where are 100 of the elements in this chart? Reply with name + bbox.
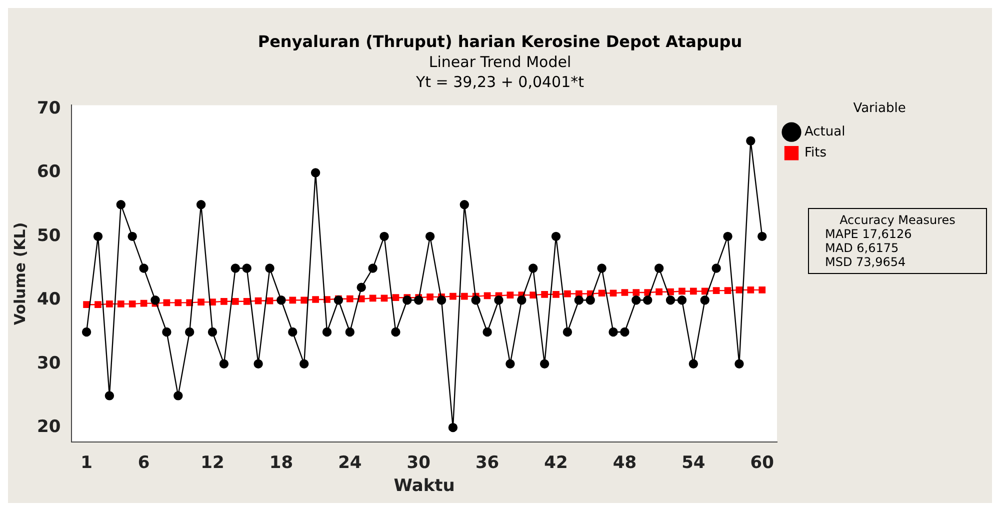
y-tick-label: 60 [36,162,61,182]
point [734,359,744,368]
point [94,301,102,308]
point [345,327,354,337]
point [174,299,182,306]
point [368,264,378,273]
point [184,327,194,337]
point [610,290,617,297]
point [654,264,664,273]
point [358,295,365,302]
x-tick-label: 42 [544,452,568,473]
x-tick-label: 6 [138,452,150,473]
point [484,292,491,300]
point [758,232,767,242]
point [391,327,400,337]
x-tick-label: 60 [750,452,774,473]
point [677,296,687,305]
point [460,200,470,210]
point [106,300,113,308]
point [608,327,618,337]
point [506,359,515,368]
y-tick-label: 70 [36,98,61,118]
text: MAPE 17,6126 [824,227,913,241]
point [656,288,662,296]
point [700,296,710,305]
x-tick-label: 12 [200,452,224,473]
point [289,296,296,304]
point [139,264,148,273]
text: MAD 6,6175 [824,241,900,255]
point [242,264,252,273]
point [666,296,676,305]
point [288,327,298,337]
point [414,296,424,305]
point [402,296,412,305]
text: Accuracy Measures [838,213,956,227]
point [220,298,228,305]
point [723,232,732,242]
point [322,327,332,337]
point [300,296,308,304]
point [369,294,376,302]
point [254,297,262,304]
point [198,298,204,306]
point [232,298,239,305]
point [230,264,240,273]
point [174,391,183,400]
point [162,327,172,337]
point [540,359,550,368]
point [380,232,389,242]
x-tick-label: 18 [269,452,294,473]
point [632,289,640,296]
y-tick-label: 50 [36,226,61,246]
point [450,292,456,300]
point [712,287,720,294]
x-axis-title: Waktu [394,476,455,496]
point [93,232,103,242]
point [552,290,560,298]
point [621,289,628,296]
point [116,200,126,210]
point [724,287,732,294]
point [356,282,366,292]
point [586,296,595,305]
point [117,300,124,308]
point [598,290,606,297]
point [334,296,344,305]
legend-title: Variable [853,100,906,116]
x-tick-label: 54 [682,452,706,473]
x-tick-label: 30 [406,452,431,473]
point [562,327,572,337]
x-tick-label: 1 [80,452,92,473]
point [163,299,170,306]
point [632,296,641,305]
point [312,296,319,303]
point [128,300,136,308]
point [392,294,400,302]
point [747,286,754,294]
point [128,232,137,242]
point [140,300,148,307]
y-tick-label: 40 [36,290,61,310]
point [758,286,766,294]
legend-label: Actual [804,124,846,140]
point [541,290,548,298]
point [436,296,446,305]
point [448,422,458,432]
point [219,359,229,368]
x-tick-label: 48 [612,452,637,473]
chart-title: Penyaluran (Thruput) harian Kerosine Depot Atapupu [256,32,744,52]
point [574,296,584,305]
x-tick-label: 36 [475,452,500,473]
point [528,264,538,273]
point [678,288,686,295]
point [243,298,250,305]
point [150,296,160,305]
point [346,295,354,302]
point [310,168,320,178]
point [690,288,697,295]
point [564,290,571,298]
y-tick-label: 20 [36,416,61,437]
point [425,232,435,242]
point [83,301,90,308]
point [196,200,206,210]
